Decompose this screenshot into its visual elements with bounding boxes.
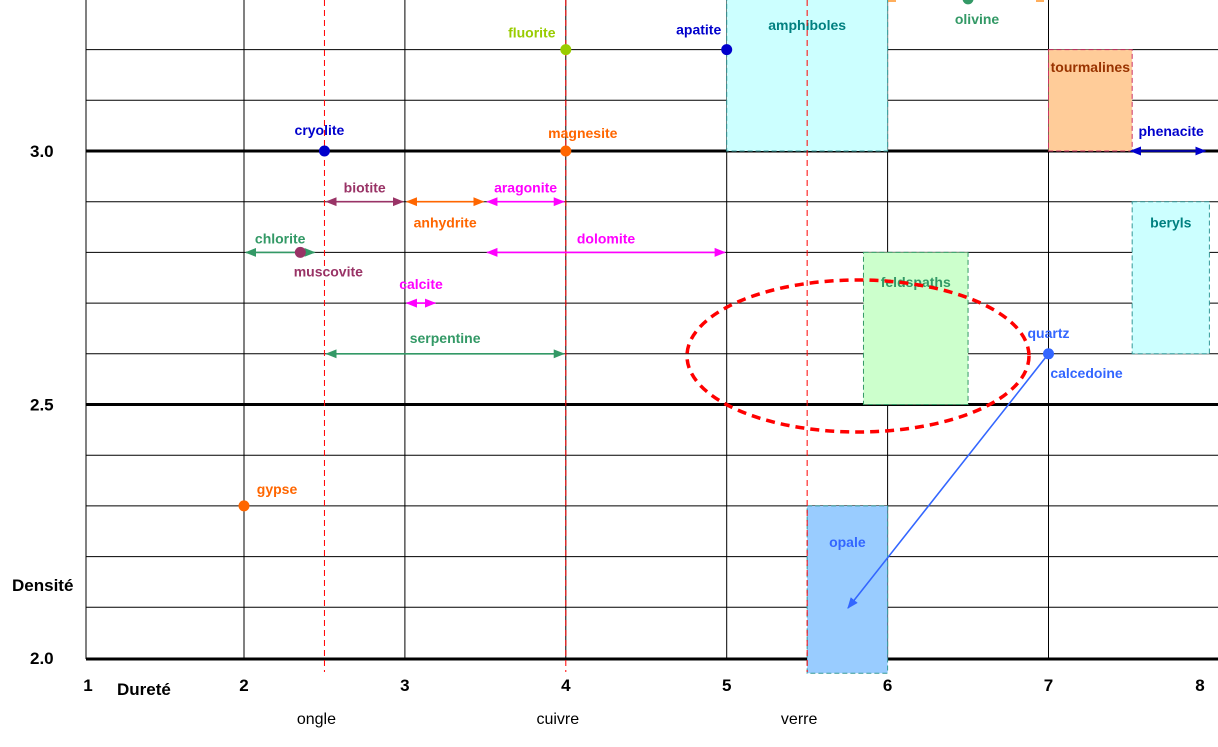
point-label: cryolite xyxy=(295,122,345,138)
y-tick-label: 2.5 xyxy=(30,396,54,415)
quartz-opale-arrow xyxy=(847,353,1050,609)
x-tick-label: 3 xyxy=(400,676,409,695)
box-label: beryls xyxy=(1150,215,1191,231)
y-tick-label: 3.0 xyxy=(30,142,54,161)
mineral-ranges: biotite anhydrite aragonite chlorite dolomit… xyxy=(244,123,1207,359)
point-label: muscovite xyxy=(294,263,363,279)
range-label: chlorite xyxy=(255,230,306,246)
point-label: fluorite xyxy=(508,25,556,41)
mineral-point xyxy=(294,246,306,258)
range-label: aragonite xyxy=(494,180,557,196)
mineral-box xyxy=(806,505,889,674)
y-tick-label: 2.0 xyxy=(30,649,54,668)
grid xyxy=(85,0,1218,661)
mineral-point xyxy=(238,500,250,512)
x-tick-label: 1 xyxy=(83,676,92,695)
box-label: tourmalines xyxy=(1051,59,1131,75)
reference-label: ongle xyxy=(297,711,336,728)
mineral-points: fluorite apatite olivine cryolite magnesite m… xyxy=(238,0,1123,512)
reference-label: verre xyxy=(781,711,818,728)
point-label: quartz xyxy=(1028,325,1070,341)
point-label: magnesite xyxy=(548,125,617,141)
highlight-ellipse xyxy=(685,278,1031,434)
range-label: phenacite xyxy=(1138,123,1204,139)
mineral-point xyxy=(560,44,572,56)
point-label: apatite xyxy=(676,22,721,38)
box-label: opale xyxy=(829,534,866,550)
x-tick-label: 5 xyxy=(722,676,731,695)
point-label: olivine xyxy=(955,11,1000,27)
mineral-point xyxy=(318,145,330,157)
axes: Densité Dureté 1 2 3 4 5 6 7 8 2.0 2.5 3.0 xyxy=(12,142,1205,699)
y-axis-title: Densité xyxy=(12,576,73,595)
x-axis-title: Dureté xyxy=(117,680,171,699)
reference-lines: ongle cuivre verre xyxy=(297,0,818,728)
annotations xyxy=(685,0,1050,609)
range-label: biotite xyxy=(344,180,386,196)
box-label: feldspaths xyxy=(881,274,951,290)
range-label: calcite xyxy=(399,276,443,292)
point-label: gypse xyxy=(257,481,298,497)
mineral-point xyxy=(560,145,572,157)
range-label: serpentine xyxy=(410,330,481,346)
x-tick-label: 7 xyxy=(1044,676,1053,695)
range-label: anhydrite xyxy=(414,215,477,231)
mineral-point xyxy=(962,0,974,5)
x-tick-label: 4 xyxy=(561,676,571,695)
x-tick-label: 6 xyxy=(883,676,892,695)
range-label: dolomite xyxy=(577,230,636,246)
x-tick-label: 8 xyxy=(1195,676,1204,695)
mineral-point xyxy=(1043,348,1054,360)
extra-label: calcedoine xyxy=(1050,365,1123,381)
mineral-boxes: amphibolestourmalinesberylsfeldspathsopa… xyxy=(726,0,1210,674)
x-tick-label: 2 xyxy=(239,676,248,695)
mineral-box xyxy=(862,251,969,405)
mineral-point xyxy=(721,44,733,56)
reference-label: cuivre xyxy=(536,711,579,728)
mineral-box xyxy=(1131,201,1210,355)
mineral-box xyxy=(1048,49,1133,152)
